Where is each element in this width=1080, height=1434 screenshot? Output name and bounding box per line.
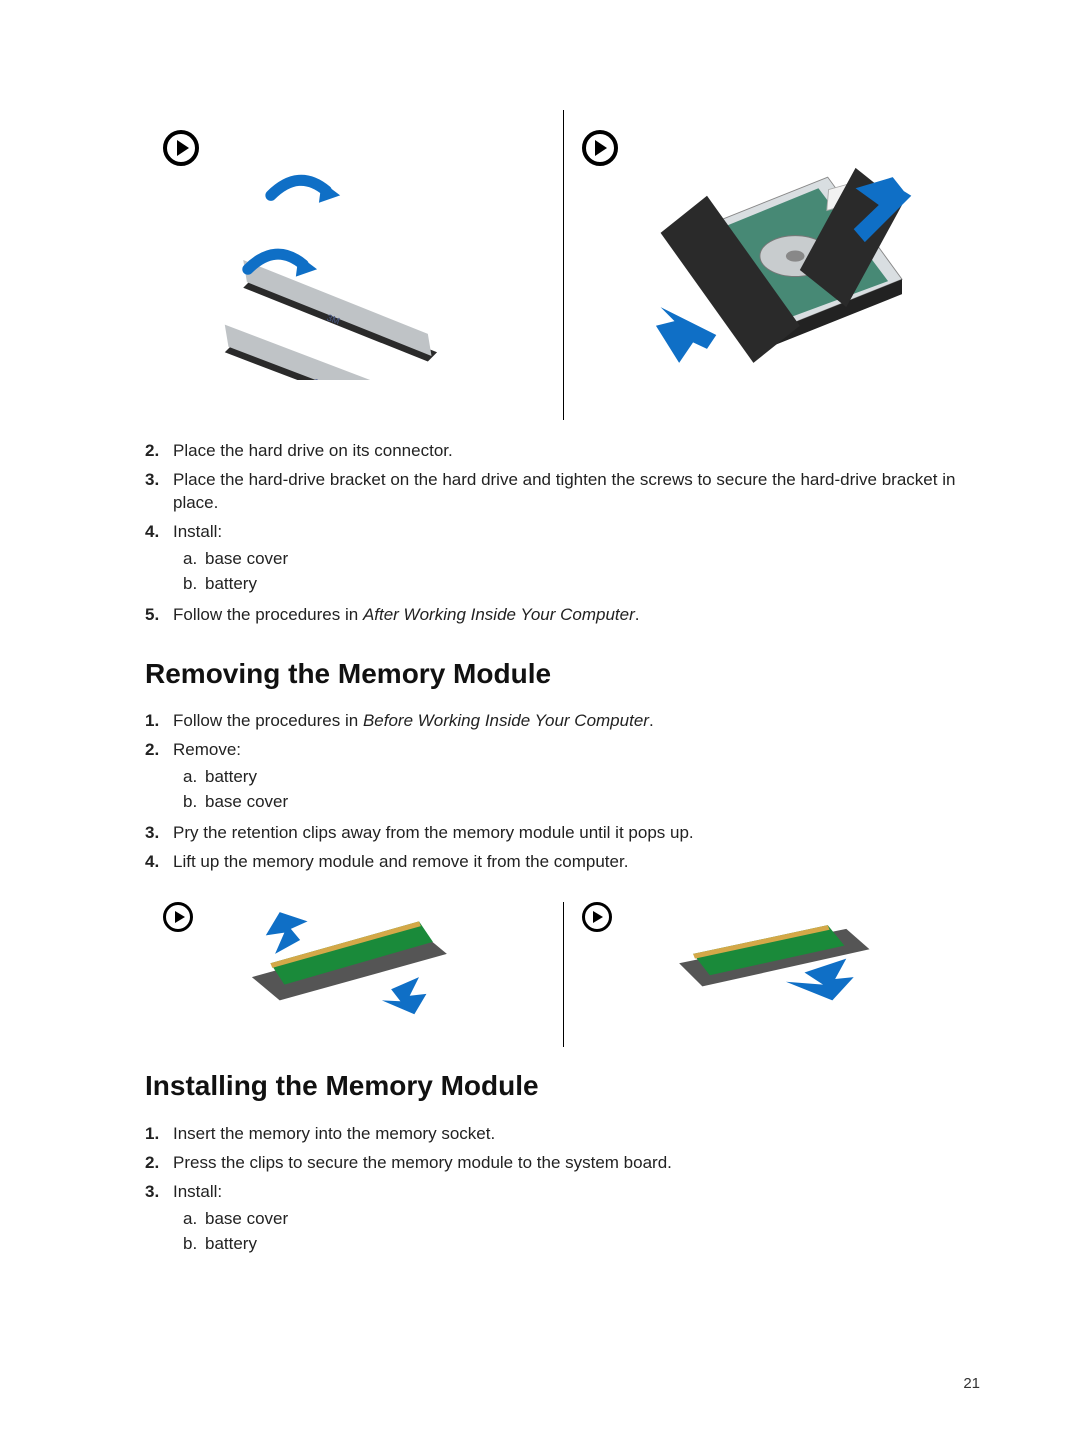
- step-text: Place the hard drive on its connector.: [173, 440, 980, 463]
- heading-removing-memory-module: Removing the Memory Module: [145, 655, 980, 693]
- steps-installing-memory: 1. Insert the memory into the memory soc…: [145, 1123, 980, 1258]
- step-text: Follow the procedures in Before Working …: [173, 710, 980, 733]
- illustration-memory-remove: [564, 910, 981, 1035]
- step-text-pre: Follow the procedures in: [173, 711, 363, 730]
- step-item: 2. Press the clips to secure the memory …: [145, 1152, 980, 1175]
- step-text: Lift up the memory module and remove it …: [173, 851, 980, 874]
- substep-item: b.base cover: [183, 791, 980, 814]
- step-text-main: Install:: [173, 1182, 222, 1201]
- play-icon: [163, 130, 199, 166]
- step-item: 2. Place the hard drive on its connector…: [145, 440, 980, 463]
- substep-letter: a.: [183, 548, 205, 571]
- substep-letter: b.: [183, 1233, 205, 1256]
- illustration-hdd-bracket: [564, 140, 981, 400]
- figure-panel-a: [145, 902, 563, 1047]
- step-text-pre: Follow the procedures in: [173, 605, 363, 624]
- step-item: 1. Follow the procedures in Before Worki…: [145, 710, 980, 733]
- substep-item: b.battery: [183, 573, 980, 596]
- step-text: Insert the memory into the memory socket…: [173, 1123, 980, 1146]
- heading-installing-memory-module: Installing the Memory Module: [145, 1067, 980, 1105]
- page-number: 21: [963, 1374, 980, 1394]
- substep-letter: a.: [183, 1208, 205, 1231]
- substep-letter: b.: [183, 791, 205, 814]
- step-text-italic: After Working Inside Your Computer: [363, 605, 635, 624]
- step-text: Install: a.base cover b.battery: [173, 1181, 980, 1258]
- substeps: a.base cover b.battery: [183, 1208, 980, 1256]
- step-number: 4.: [145, 521, 173, 598]
- step-item: 5. Follow the procedures in After Workin…: [145, 604, 980, 627]
- step-text: Place the hard-drive bracket on the hard…: [173, 469, 980, 515]
- step-item: 2. Remove: a.battery b.base cover: [145, 739, 980, 816]
- substep-text: battery: [205, 573, 257, 596]
- step-item: 3. Install: a.base cover b.battery: [145, 1181, 980, 1258]
- step-text-post: .: [649, 711, 654, 730]
- step-text: Press the clips to secure the memory mod…: [173, 1152, 980, 1175]
- step-number: 3.: [145, 822, 173, 845]
- step-text-main: Remove:: [173, 740, 241, 759]
- step-item: 3. Place the hard-drive bracket on the h…: [145, 469, 980, 515]
- substep-text: base cover: [205, 1208, 288, 1231]
- step-number: 2.: [145, 1152, 173, 1175]
- play-icon: [163, 902, 193, 932]
- steps-hard-drive-install-cont: 2. Place the hard drive on its connector…: [145, 440, 980, 627]
- figure-hard-drive: 3M 3M: [145, 110, 980, 420]
- substep-item: a.base cover: [183, 1208, 980, 1231]
- substep-text: battery: [205, 766, 257, 789]
- step-number: 2.: [145, 739, 173, 816]
- substep-letter: a.: [183, 766, 205, 789]
- step-number: 3.: [145, 469, 173, 515]
- figure-panel-b: [563, 902, 981, 1047]
- step-number: 5.: [145, 604, 173, 627]
- substeps: a.battery b.base cover: [183, 766, 980, 814]
- substep-text: base cover: [205, 548, 288, 571]
- substep-item: b.battery: [183, 1233, 980, 1256]
- illustration-bracket-strips: 3M 3M: [145, 140, 563, 380]
- step-text-italic: Before Working Inside Your Computer: [363, 711, 649, 730]
- figure-panel-a: 3M 3M: [145, 110, 563, 420]
- substep-item: a.base cover: [183, 548, 980, 571]
- figure-panel-b: [563, 110, 981, 420]
- step-number: 2.: [145, 440, 173, 463]
- step-item: 1. Insert the memory into the memory soc…: [145, 1123, 980, 1146]
- step-item: 4. Lift up the memory module and remove …: [145, 851, 980, 874]
- substeps: a.base cover b.battery: [183, 548, 980, 596]
- illustration-memory-pop: [145, 910, 563, 1035]
- steps-removing-memory: 1. Follow the procedures in Before Worki…: [145, 710, 980, 874]
- step-number: 1.: [145, 710, 173, 733]
- step-item: 3. Pry the retention clips away from the…: [145, 822, 980, 845]
- step-text-post: .: [635, 605, 640, 624]
- step-item: 4. Install: a.base cover b.battery: [145, 521, 980, 598]
- figure-memory-module: [145, 902, 980, 1047]
- step-number: 3.: [145, 1181, 173, 1258]
- step-text: Follow the procedures in After Working I…: [173, 604, 980, 627]
- substep-text: base cover: [205, 791, 288, 814]
- step-text-main: Install:: [173, 522, 222, 541]
- substep-text: battery: [205, 1233, 257, 1256]
- step-number: 1.: [145, 1123, 173, 1146]
- substep-letter: b.: [183, 573, 205, 596]
- step-text: Pry the retention clips away from the me…: [173, 822, 980, 845]
- step-text: Install: a.base cover b.battery: [173, 521, 980, 598]
- step-number: 4.: [145, 851, 173, 874]
- play-icon: [582, 130, 618, 166]
- play-icon: [582, 902, 612, 932]
- step-text: Remove: a.battery b.base cover: [173, 739, 980, 816]
- substep-item: a.battery: [183, 766, 980, 789]
